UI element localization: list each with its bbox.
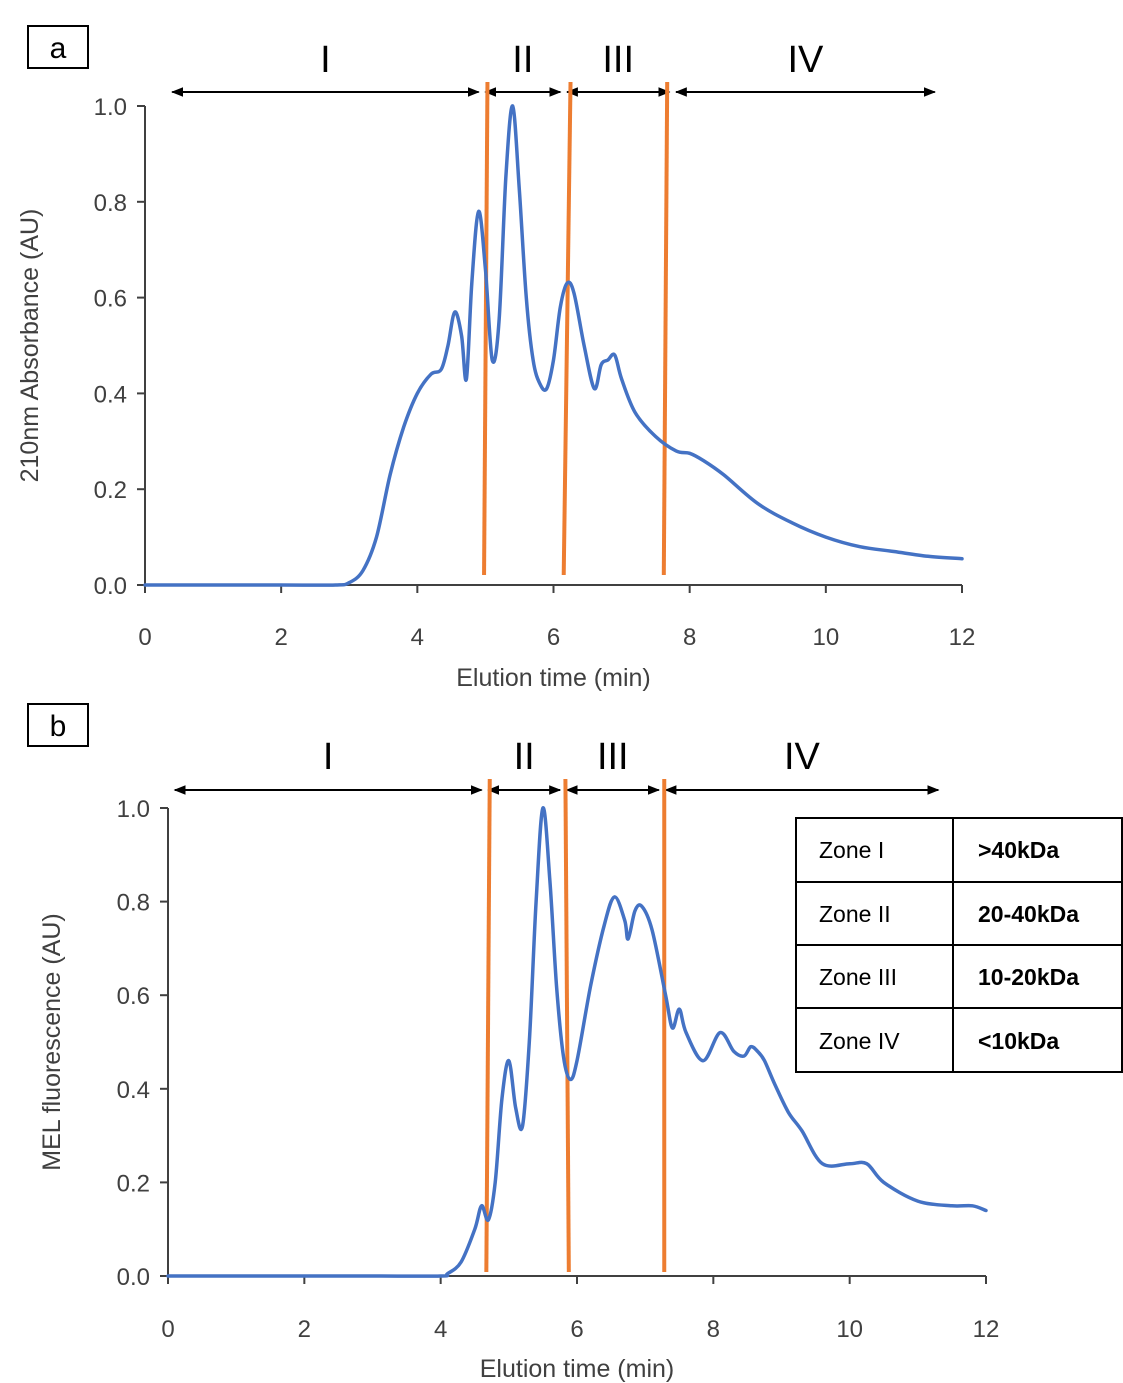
y-axis-title: MEL fluorescence (AU) xyxy=(38,913,66,1171)
x-tick-label: 2 xyxy=(274,624,287,651)
zone-boundary-line xyxy=(561,81,573,576)
x-axis-title: Elution time (min) xyxy=(480,1355,675,1383)
x-tick-label: 8 xyxy=(683,624,696,651)
panel-b-label-box xyxy=(27,703,89,747)
y-tick-label: 0.8 xyxy=(117,890,150,917)
x-tick-label: 12 xyxy=(973,1316,1000,1343)
series-line xyxy=(143,104,964,587)
panel-b-label: b xyxy=(50,710,67,743)
zone-label: II xyxy=(514,736,535,778)
x-axis-title: Elution time (min) xyxy=(456,664,651,692)
panel-b: b 0.0 0.2 0.4 0.6 0.8 1.0 0 2 4 6 8 10 12 Elution tim… xyxy=(27,703,1123,1383)
zone-label: I xyxy=(323,736,334,778)
legend-zone-range: >40kDa xyxy=(978,837,1059,863)
x-tick-label: 0 xyxy=(138,624,151,651)
zone-label: IV xyxy=(787,39,824,81)
panel-a-label-box xyxy=(27,25,89,69)
zone-label: IV xyxy=(784,736,821,778)
x-tick-label: 12 xyxy=(949,624,976,651)
chart-b: 0.0 0.2 0.4 0.6 0.8 1.0 0 2 4 6 8 10 12 Elution time … xyxy=(38,736,999,1383)
zone-boundary-line xyxy=(484,778,492,1273)
legend-zone-name: Zone II xyxy=(819,901,891,927)
zone-boundary-line xyxy=(661,81,670,576)
zone-label: I xyxy=(320,39,331,81)
y-tick-label: 0.6 xyxy=(94,286,127,313)
legend-zone-name: Zone IV xyxy=(819,1028,900,1054)
y-tick-label: 1.0 xyxy=(117,796,150,823)
series-line xyxy=(166,806,988,1278)
zone-boundary-line xyxy=(563,778,571,1273)
legend-zone-range: 20-40kDa xyxy=(978,901,1079,927)
legend-zone-name: Zone III xyxy=(819,964,897,990)
zone-legend-table: Zone I >40kDa Zone II 20-40kDa Zone III … xyxy=(795,817,1123,1073)
y-tick-label: 0.4 xyxy=(117,1077,150,1104)
x-tick-label: 10 xyxy=(812,624,839,651)
y-tick-label: 1.0 xyxy=(94,94,127,121)
y-tick-label: 0.2 xyxy=(117,1170,150,1197)
legend-zone-range: <10kDa xyxy=(978,1028,1059,1054)
y-tick-label: 0.0 xyxy=(94,573,127,600)
y-tick-label: 0.6 xyxy=(117,983,150,1010)
x-tick-label: 4 xyxy=(411,624,424,651)
y-tick-label: 0.0 xyxy=(117,1264,150,1291)
legend-zone-range: 10-20kDa xyxy=(978,964,1079,990)
y-tick-label: 0.2 xyxy=(94,477,127,504)
zone-label: II xyxy=(512,39,533,81)
chart-a: 0.0 0.2 0.4 0.6 0.8 1.0 0 2 4 6 8 10 12 Elution time … xyxy=(16,39,975,692)
x-tick-label: 2 xyxy=(298,1316,311,1343)
x-tick-label: 8 xyxy=(707,1316,720,1343)
y-tick-label: 0.4 xyxy=(94,381,127,408)
zone-label: III xyxy=(597,736,629,778)
x-tick-label: 4 xyxy=(434,1316,447,1343)
x-tick-label: 10 xyxy=(836,1316,863,1343)
y-axis-title: 210nm Absorbance (AU) xyxy=(16,209,44,483)
panel-a-label: a xyxy=(50,32,67,65)
panel-a: a 0.0 0.2 0.4 0.6 0.8 1.0 0 2 4 6 8 10 12 Elution tim… xyxy=(16,25,975,692)
x-tick-label: 0 xyxy=(161,1316,174,1343)
zone-label: III xyxy=(602,39,634,81)
legend-zone-name: Zone I xyxy=(819,837,884,863)
zone-boundary-line xyxy=(482,81,490,576)
x-tick-label: 6 xyxy=(547,624,560,651)
x-tick-label: 6 xyxy=(570,1316,583,1343)
y-tick-label: 0.8 xyxy=(94,190,127,217)
